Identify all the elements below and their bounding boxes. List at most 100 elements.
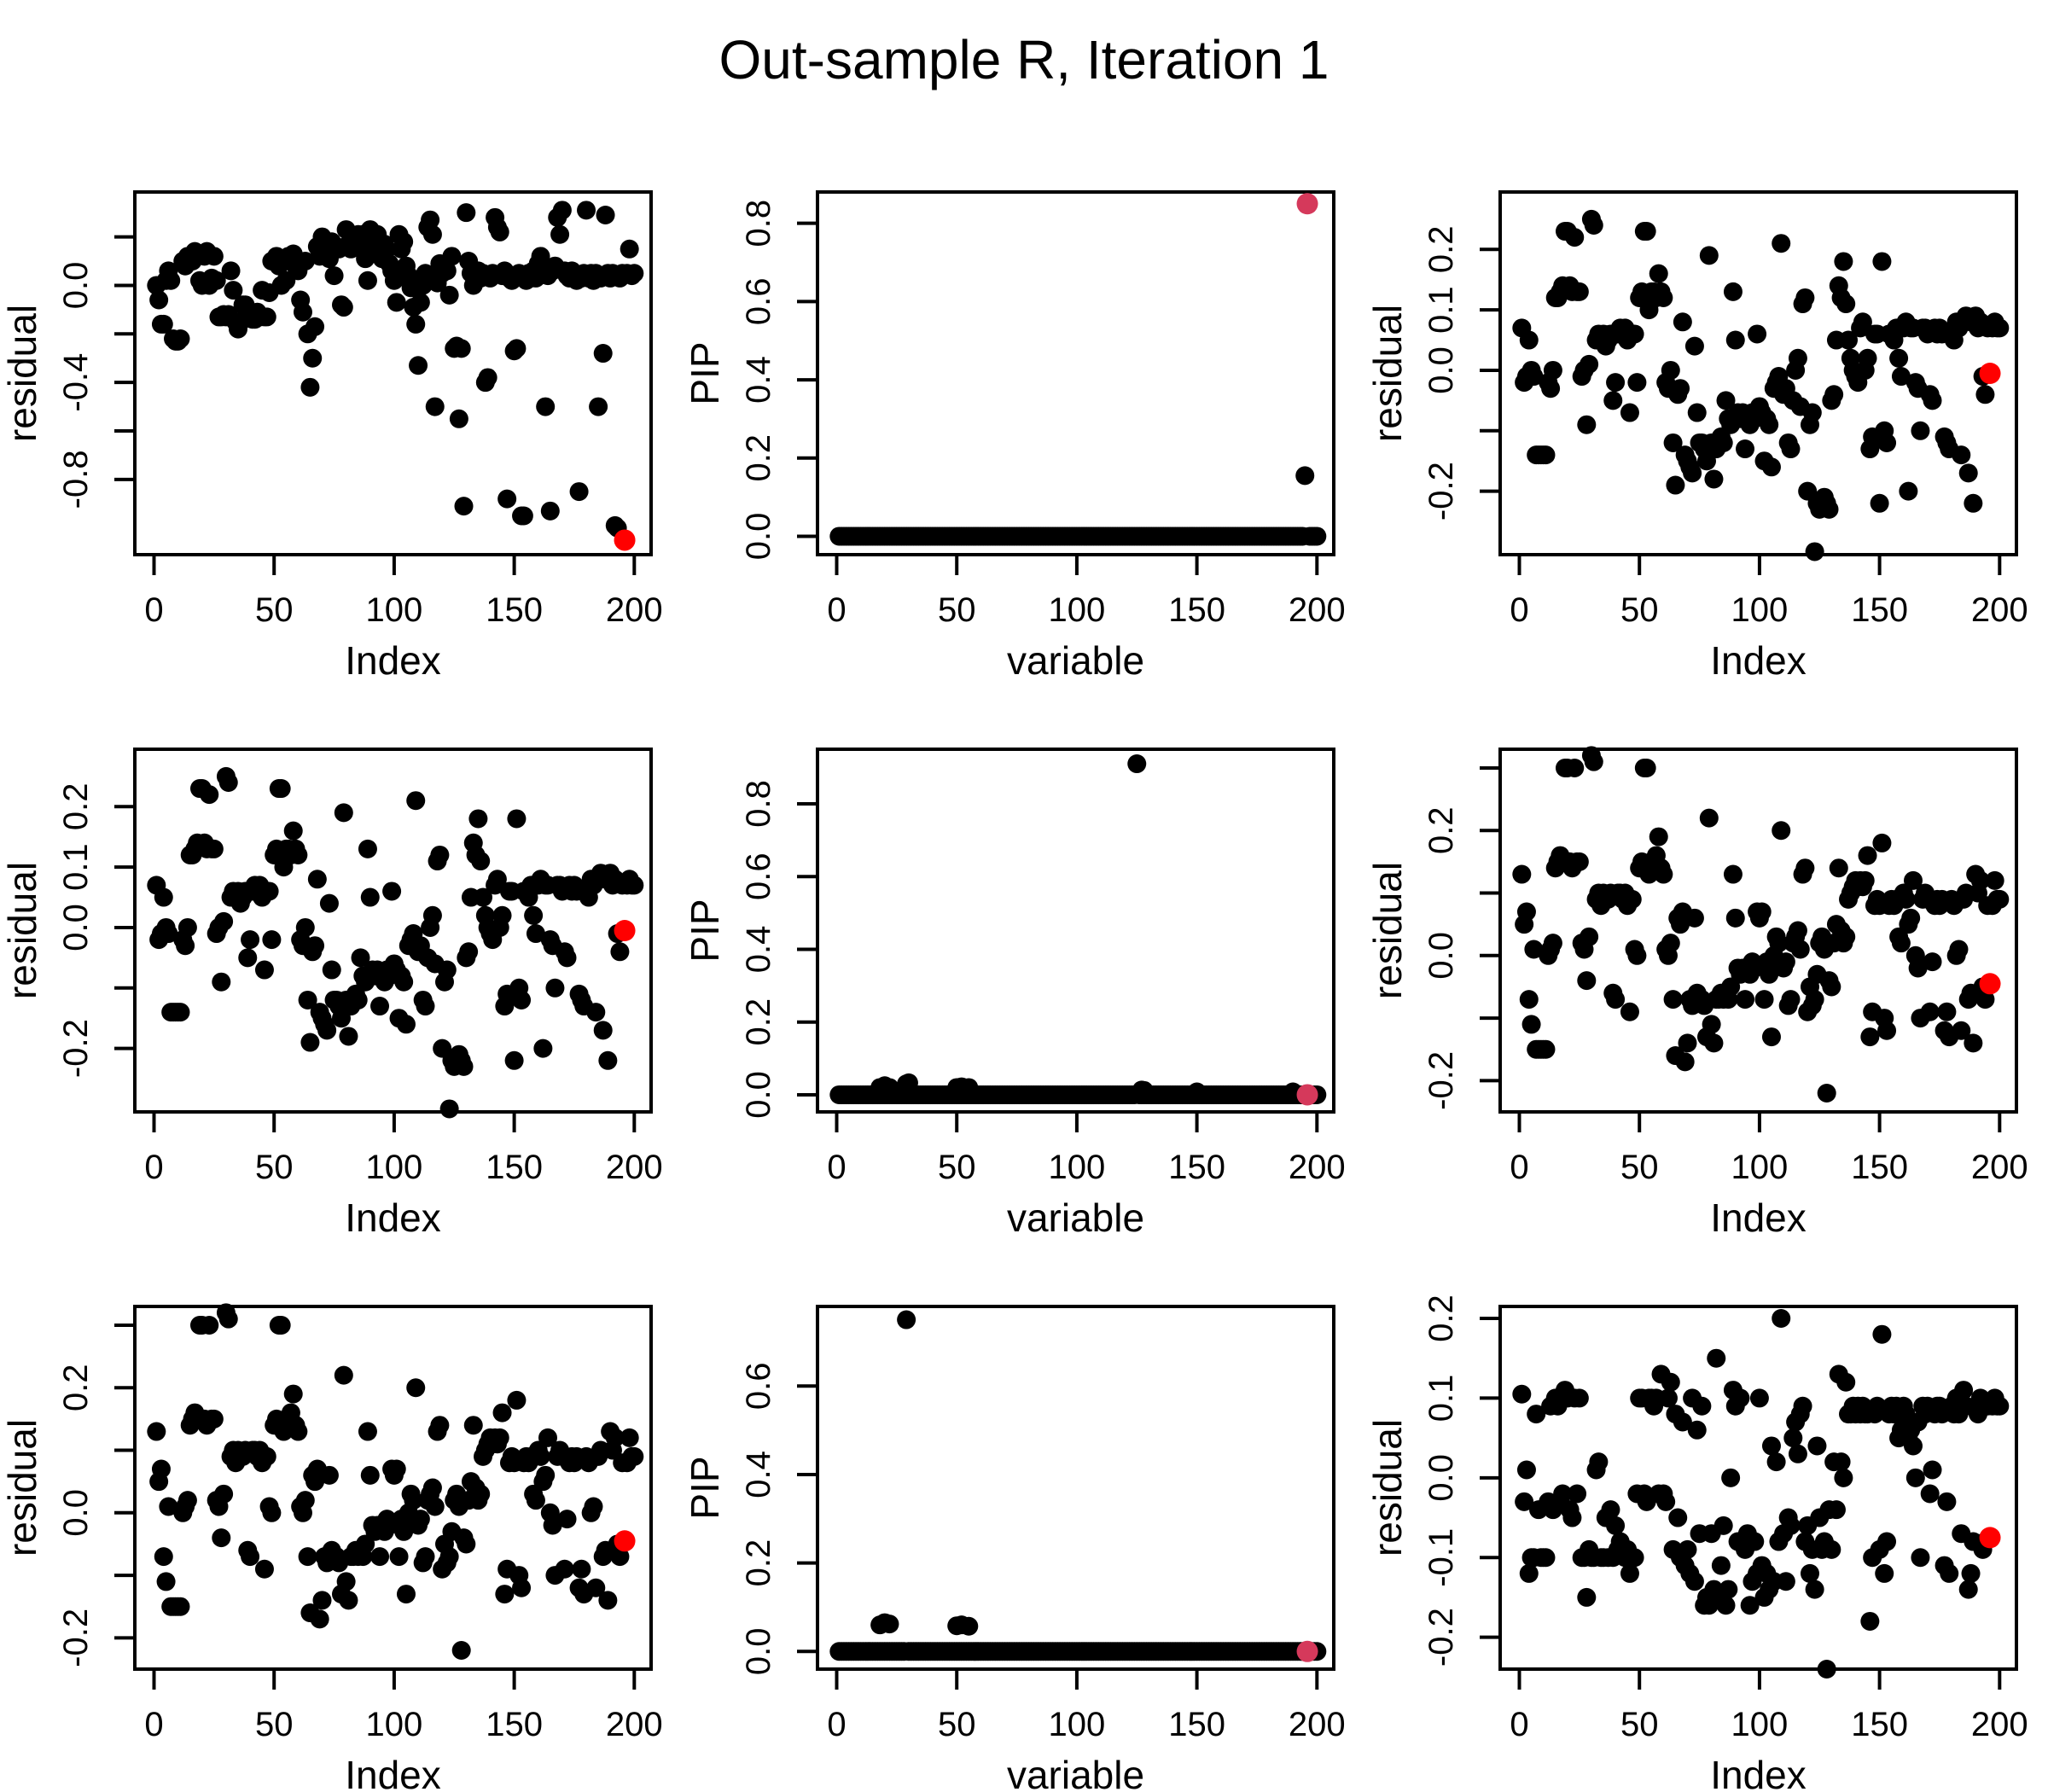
x-tick-label: 100 bbox=[1731, 1149, 1789, 1186]
data-point bbox=[1562, 1508, 1582, 1527]
data-point bbox=[262, 930, 282, 950]
data-point bbox=[598, 1050, 618, 1070]
data-point bbox=[899, 1073, 918, 1092]
y-tick-label: -0.8 bbox=[57, 450, 95, 509]
data-point bbox=[1824, 385, 1844, 404]
data-point bbox=[1749, 1388, 1769, 1408]
x-tick-label: 50 bbox=[938, 591, 976, 629]
x-tick-label: 0 bbox=[1510, 1706, 1528, 1743]
data-point bbox=[1683, 463, 1702, 483]
data-point bbox=[572, 1559, 591, 1579]
data-point bbox=[1905, 1468, 1925, 1487]
y-tick-label: 0.2 bbox=[1423, 225, 1460, 273]
data-point bbox=[1975, 990, 1995, 1009]
x-tick-label: 0 bbox=[144, 1706, 163, 1743]
data-point bbox=[262, 1503, 282, 1522]
data-point bbox=[1937, 1002, 1957, 1021]
data-point bbox=[1666, 475, 1685, 495]
data-point bbox=[1964, 493, 1983, 513]
plot-r3c1: 0 50 100 150 200 0.2 0.0 -0.2 Index residual bbox=[0, 1234, 683, 1791]
data-point bbox=[471, 1484, 491, 1504]
data-point bbox=[319, 1465, 339, 1485]
data-point bbox=[538, 1428, 557, 1447]
data-point bbox=[526, 1491, 545, 1510]
x-axis-label: Index bbox=[1710, 638, 1807, 677]
y-axis-label: residual bbox=[1365, 305, 1410, 442]
data-point bbox=[1541, 379, 1561, 399]
data-point bbox=[1725, 908, 1745, 928]
data-point bbox=[1896, 889, 1916, 909]
highlight-point bbox=[1979, 1527, 2001, 1549]
x-tick-label: 100 bbox=[366, 591, 423, 629]
data-point bbox=[1937, 1492, 1957, 1511]
data-point bbox=[1795, 858, 1815, 878]
y-tick-label: -0.1 bbox=[1423, 1528, 1460, 1587]
data-point bbox=[356, 249, 375, 269]
y-tick-label: 0.4 bbox=[740, 356, 777, 404]
data-point bbox=[1656, 1492, 1676, 1511]
plot-grid: 0 50 100 150 200 0.0 -0.4 -0.8 Index residual 0 50… bbox=[0, 119, 2048, 1791]
data-point bbox=[1858, 846, 1877, 865]
data-point bbox=[1601, 1500, 1620, 1520]
data-point bbox=[1543, 934, 1562, 953]
data-point bbox=[526, 924, 545, 944]
data-point bbox=[1519, 330, 1539, 350]
data-point bbox=[625, 876, 644, 895]
y-axis-label: PIP bbox=[683, 1456, 727, 1519]
data-point bbox=[312, 1591, 332, 1610]
data-point bbox=[598, 1591, 618, 1610]
data-point bbox=[370, 1547, 390, 1567]
data-point bbox=[1949, 940, 1969, 959]
y-tick-label: 0.4 bbox=[740, 1451, 777, 1498]
data-point bbox=[1940, 1563, 1959, 1583]
data-point bbox=[1761, 1027, 1781, 1047]
x-tick-label: 150 bbox=[1168, 591, 1225, 629]
data-point bbox=[557, 948, 577, 968]
x-tick-label: 200 bbox=[1971, 591, 2028, 629]
data-point bbox=[295, 1491, 315, 1510]
data-point bbox=[176, 936, 195, 956]
data-point bbox=[1620, 403, 1639, 422]
data-point bbox=[442, 247, 462, 266]
data-point bbox=[1512, 1384, 1532, 1404]
x-tick-label: 0 bbox=[827, 591, 846, 629]
data-point bbox=[410, 1510, 430, 1529]
data-point bbox=[1569, 282, 1589, 301]
data-point bbox=[1637, 758, 1656, 777]
data-point bbox=[1716, 1596, 1736, 1615]
data-point bbox=[348, 990, 368, 1009]
data-point bbox=[552, 201, 572, 220]
data-point bbox=[1713, 433, 1733, 452]
data-point bbox=[1127, 754, 1147, 774]
data-point bbox=[1699, 246, 1719, 265]
data-point bbox=[416, 997, 435, 1016]
data-point bbox=[1817, 1084, 1836, 1103]
data-point bbox=[257, 1446, 276, 1466]
data-point bbox=[430, 845, 450, 864]
x-tick-label: 150 bbox=[1851, 1706, 1908, 1743]
data-point bbox=[1740, 1596, 1760, 1615]
data-point bbox=[1831, 1452, 1851, 1472]
data-point bbox=[159, 924, 178, 944]
data-point bbox=[1536, 1039, 1556, 1059]
data-point bbox=[1580, 354, 1599, 374]
x-axis-label: variable bbox=[1007, 1753, 1144, 1791]
data-point bbox=[557, 1510, 577, 1529]
data-point bbox=[214, 1484, 234, 1504]
data-point bbox=[514, 506, 533, 526]
data-point bbox=[200, 1315, 219, 1335]
data-point bbox=[1716, 391, 1736, 410]
data-point bbox=[454, 1056, 474, 1076]
data-point bbox=[218, 1309, 238, 1329]
plot-canvas-r3c3: 0 50 100 150 200 0.2 0.1 0.0 -0.1 -0.2 Index residu… bbox=[1365, 1295, 2028, 1791]
data-point bbox=[1853, 312, 1872, 332]
x-tick-label: 50 bbox=[1620, 1149, 1659, 1186]
data-point bbox=[1649, 264, 1668, 283]
data-point bbox=[1736, 990, 1755, 1009]
data-point bbox=[334, 803, 353, 823]
data-point bbox=[439, 1099, 459, 1119]
data-point bbox=[1606, 1516, 1626, 1535]
data-point bbox=[593, 344, 613, 364]
data-point bbox=[425, 397, 445, 416]
data-point bbox=[422, 1478, 442, 1498]
